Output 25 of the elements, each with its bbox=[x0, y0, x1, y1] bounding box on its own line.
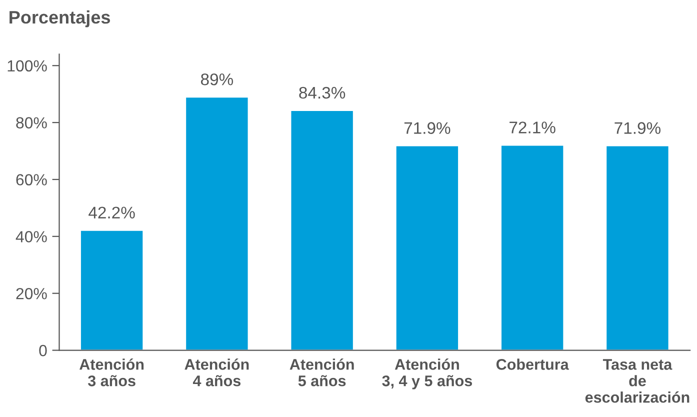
bar bbox=[290, 110, 354, 350]
x-tick-label: Atención 3 años bbox=[80, 358, 144, 386]
y-tick-label: 20% bbox=[16, 288, 47, 300]
data-label: 84.3% bbox=[299, 86, 346, 99]
y-tick-label: 60% bbox=[16, 174, 47, 186]
bar bbox=[605, 144, 670, 350]
bar bbox=[394, 144, 460, 350]
data-label: 89% bbox=[200, 73, 234, 86]
chart-title: Porcentajes bbox=[10, 10, 110, 28]
bar bbox=[80, 229, 144, 350]
x-tick-label: Atención 4 años bbox=[184, 358, 249, 386]
bar bbox=[184, 96, 250, 350]
y-tick-label: 80% bbox=[16, 117, 47, 128]
data-label: 71.9% bbox=[614, 122, 660, 134]
bar bbox=[500, 144, 565, 350]
x-tick-label: Tasa neta de escolarización bbox=[585, 359, 690, 403]
y-tick-label: 100% bbox=[8, 60, 47, 72]
x-tick-label: Cobertura bbox=[496, 358, 569, 370]
y-tick-label: 40% bbox=[16, 231, 47, 242]
x-tick-label: Atención 5 años bbox=[290, 358, 354, 386]
y-tick-label: 0 bbox=[39, 344, 47, 356]
x-tick-label: Atención 3, 4 y 5 años bbox=[382, 358, 472, 390]
data-label: 42.2% bbox=[88, 206, 135, 218]
data-label: 71.9% bbox=[404, 122, 450, 134]
data-label: 72.1% bbox=[510, 122, 556, 134]
